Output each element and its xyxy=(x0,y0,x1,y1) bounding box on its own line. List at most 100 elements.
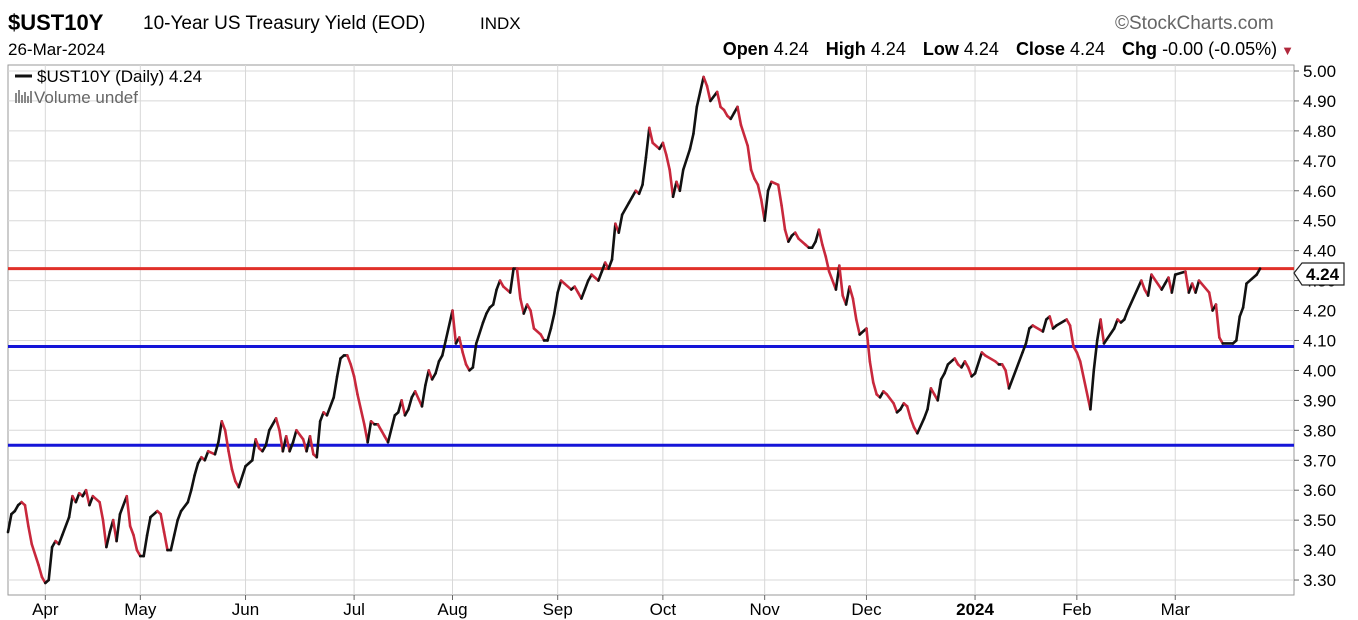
series-segment xyxy=(1146,273,1153,297)
series-segment xyxy=(519,297,526,315)
series-segment xyxy=(291,429,298,444)
series-segment xyxy=(400,399,407,417)
series-segment xyxy=(145,515,152,537)
series-segment xyxy=(552,291,559,315)
series-segment xyxy=(315,420,322,459)
series-segment xyxy=(332,375,339,399)
series-segment xyxy=(179,500,190,513)
series-segment xyxy=(274,417,281,432)
series-segment xyxy=(149,509,159,519)
chg-label: Chg xyxy=(1122,39,1158,59)
series-segment xyxy=(37,563,44,579)
series-segment xyxy=(607,258,614,270)
series-segment xyxy=(162,530,169,552)
series-segment xyxy=(702,75,709,88)
legend-series-label: $UST10Y (Daily) 4.24 xyxy=(37,67,202,86)
y-tick-label: 5.00 xyxy=(1303,62,1336,81)
series-segment xyxy=(916,417,926,435)
y-tick-label: 3.80 xyxy=(1303,421,1336,440)
down-arrow-icon: ▼ xyxy=(1281,43,1294,58)
x-axis: Apr May Jun Jul Aug Sep Oct Nov Dec 2024 Feb Mar xyxy=(32,595,1190,619)
series-segment xyxy=(386,414,397,444)
series-segment xyxy=(227,449,234,471)
series-segment xyxy=(797,237,807,246)
series-segment xyxy=(739,123,750,148)
x-tick-label: Sep xyxy=(543,600,573,619)
series-segment xyxy=(1173,270,1187,276)
series-segment xyxy=(424,369,431,387)
series-segment xyxy=(715,90,722,109)
series-segment xyxy=(664,153,671,172)
series-segment xyxy=(481,312,488,324)
series-segment xyxy=(288,440,295,453)
open-label: Open xyxy=(722,39,769,59)
series-segment xyxy=(892,402,899,414)
series-segment xyxy=(125,494,132,528)
series-segment xyxy=(1214,303,1221,339)
series-segment xyxy=(67,494,74,519)
series-segment xyxy=(1099,318,1106,345)
series-segment xyxy=(844,285,851,306)
series-segment xyxy=(128,524,135,537)
series-segment xyxy=(203,449,210,462)
series-segment xyxy=(434,360,441,375)
series-segment xyxy=(189,473,196,492)
series-segment xyxy=(115,512,122,543)
series-segment xyxy=(922,408,929,420)
series-segment xyxy=(1150,273,1163,291)
y-tick-label: 4.40 xyxy=(1303,242,1336,261)
series-segment xyxy=(610,222,617,261)
series-segment xyxy=(851,297,858,321)
series-segment xyxy=(885,393,895,405)
series-segment xyxy=(871,381,878,396)
series-segment xyxy=(1255,267,1262,276)
series-segment xyxy=(515,267,522,300)
y-tick-label: 3.40 xyxy=(1303,541,1336,560)
series-segment xyxy=(549,312,556,330)
series-segment xyxy=(620,201,631,217)
series-segment xyxy=(1245,273,1258,285)
ohlc-readout: Open 4.24 High 4.24 Low 4.24 Close 4.24 … xyxy=(723,39,1294,60)
series-segment xyxy=(451,309,458,345)
y-tick-label: 3.50 xyxy=(1303,511,1336,530)
series-segment xyxy=(678,168,685,193)
series-segment xyxy=(1041,318,1048,333)
series-segment xyxy=(821,243,828,258)
symbol-title: $UST10Y xyxy=(8,10,104,35)
series-segment xyxy=(692,105,699,136)
series-segment xyxy=(237,464,247,489)
low-label: Low xyxy=(922,39,959,59)
y-axis: 3.30 3.40 3.50 3.60 3.70 3.80 3.90 4.00 4.10 4.20… xyxy=(1294,62,1336,590)
symbol-description: 10-Year US Treasury Yield (EOD) xyxy=(143,13,426,34)
series-segment xyxy=(308,434,315,456)
series-segment xyxy=(186,488,193,504)
series-segment xyxy=(709,90,719,103)
series-segment xyxy=(169,533,176,552)
series-segment xyxy=(264,429,271,447)
series-segment xyxy=(681,147,692,172)
price-tag-label: 4.24 xyxy=(1306,265,1340,284)
series-segment xyxy=(671,180,678,199)
series-segment xyxy=(1007,351,1024,390)
series-segment xyxy=(776,183,783,208)
series-segment xyxy=(356,393,366,426)
series-segment xyxy=(1238,306,1245,318)
series-segment xyxy=(1184,270,1191,294)
series-segment xyxy=(983,354,997,363)
series-segment xyxy=(346,354,353,366)
series-segment xyxy=(508,267,515,294)
y-tick-label: 3.70 xyxy=(1303,451,1336,470)
series-segment xyxy=(1140,279,1147,291)
y-tick-label: 4.50 xyxy=(1303,212,1336,231)
series-segment xyxy=(746,144,753,172)
series-segment xyxy=(661,141,668,157)
series-segment xyxy=(74,491,81,504)
series-segment xyxy=(736,105,743,127)
series-segment xyxy=(966,366,973,378)
series-segment xyxy=(444,309,454,342)
series-segment xyxy=(1197,279,1211,294)
low-value: 4.24 xyxy=(963,39,999,59)
high-value: 4.24 xyxy=(870,39,906,59)
series-segment xyxy=(98,500,105,522)
series-segment xyxy=(926,387,933,411)
